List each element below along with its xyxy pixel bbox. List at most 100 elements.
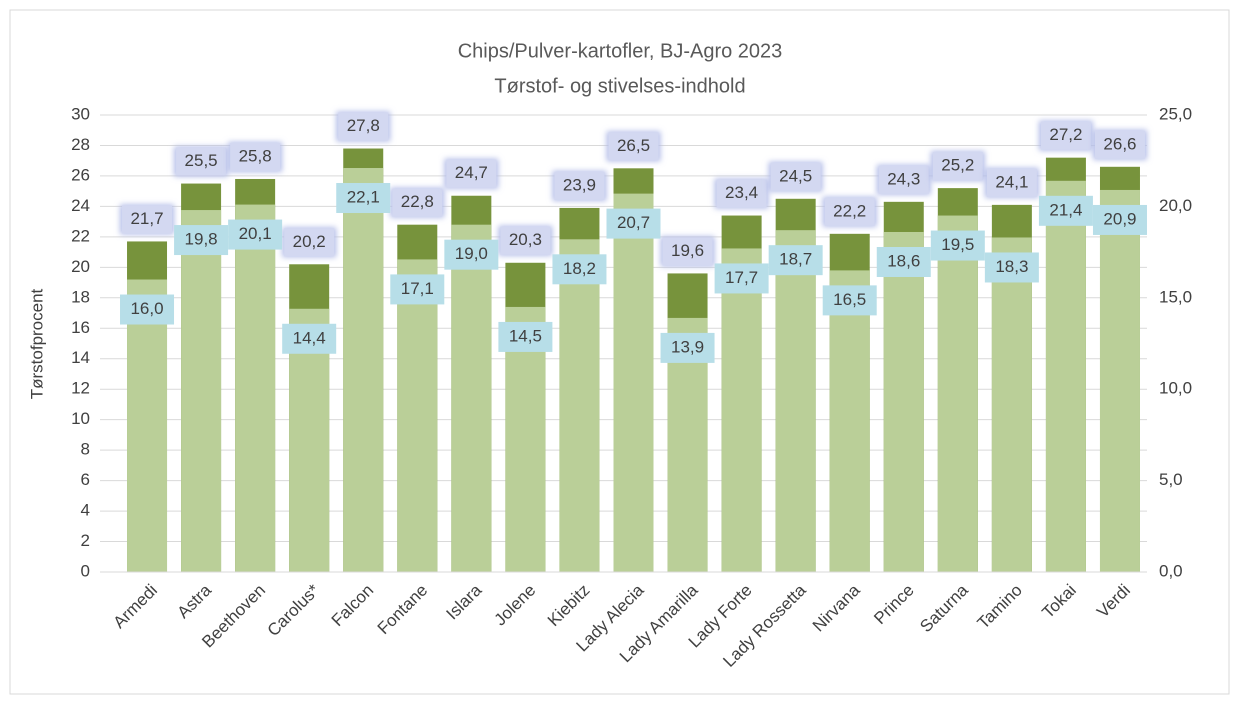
y2-tick-label: 20,0: [1159, 196, 1192, 215]
data-label: 22,2: [822, 196, 877, 227]
data-label-text: 18,6: [887, 251, 920, 270]
data-label: 23,4: [714, 178, 769, 209]
label-box: [176, 147, 227, 176]
bar: [775, 230, 816, 572]
data-label-text: 25,8: [239, 146, 272, 165]
label-box: [284, 228, 335, 257]
bar: [883, 231, 924, 572]
y-tick-label: 2: [81, 531, 90, 550]
data-label: 19,5: [930, 230, 985, 261]
data-label: 13,9: [660, 332, 715, 363]
label-box: [1038, 195, 1093, 226]
label-box: [662, 237, 713, 266]
data-label-text: 24,5: [779, 166, 812, 185]
data-label-text: 22,2: [833, 201, 866, 220]
data-label-text: 19,5: [941, 235, 974, 254]
y2-tick-label: 15,0: [1159, 287, 1192, 306]
label-box: [660, 332, 715, 363]
data-label: 14,4: [282, 323, 337, 354]
label-box: [552, 254, 607, 285]
data-label-text: 17,1: [401, 279, 434, 298]
data-label-text: 24,1: [995, 172, 1028, 191]
data-label-text: 25,5: [185, 151, 218, 170]
data-label: 25,5: [174, 146, 229, 177]
label-box: [446, 159, 497, 188]
label-box: [554, 171, 605, 200]
y-axis-title: Tørstofprocent: [27, 288, 46, 399]
data-label-text: 18,7: [779, 250, 812, 269]
bar: [559, 239, 600, 572]
y-tick-label: 8: [81, 440, 90, 459]
data-label-text: 26,5: [617, 136, 650, 155]
data-label-text: 16,0: [130, 299, 163, 318]
data-label-text: 14,5: [509, 326, 542, 345]
label-box: [608, 132, 659, 161]
label-box: [876, 246, 931, 277]
data-label: 20,9: [1092, 204, 1147, 235]
y2-tick-label: 25,0: [1159, 104, 1192, 123]
label-box: [120, 294, 175, 325]
data-label: 20,7: [606, 208, 661, 239]
data-label: 22,8: [390, 187, 445, 218]
data-label: 22,1: [336, 183, 391, 214]
data-label: 17,7: [714, 263, 769, 294]
y-tick-label: 24: [71, 196, 90, 215]
data-label: 19,6: [660, 236, 715, 267]
data-label-text: 24,7: [455, 163, 488, 182]
bar: [613, 193, 654, 572]
y-tick-label: 6: [81, 470, 90, 489]
data-label-text: 20,3: [509, 230, 542, 249]
data-label-text: 14,4: [293, 328, 326, 347]
y2-tick-label: 5,0: [1159, 470, 1183, 489]
y2-tick-label: 10,0: [1159, 379, 1192, 398]
chart-subtitle: Tørstof- og stivelses-indhold: [494, 75, 745, 97]
y-tick-label: 10: [71, 409, 90, 428]
data-label: 25,2: [930, 151, 985, 182]
data-label-text: 13,9: [671, 337, 704, 356]
bar: [343, 168, 384, 572]
y-tick-label: 12: [71, 379, 90, 398]
label-box: [282, 323, 337, 354]
bar: [829, 270, 870, 572]
data-label: 16,0: [120, 294, 175, 325]
data-label-text: 19,6: [671, 241, 704, 260]
label-box: [822, 285, 877, 316]
data-label: 21,7: [120, 204, 175, 235]
label-box: [336, 183, 391, 214]
data-label: 20,3: [498, 225, 553, 256]
label-box: [770, 162, 821, 191]
data-label: 19,0: [444, 239, 499, 270]
label-box: [1040, 121, 1091, 150]
data-label-text: 25,2: [941, 156, 974, 175]
data-label-text: 23,4: [725, 183, 758, 202]
y-tick-label: 14: [71, 348, 90, 367]
y-tick-label: 26: [71, 165, 90, 184]
bar: [181, 210, 222, 572]
data-label: 26,5: [606, 131, 661, 162]
data-label-text: 21,4: [1049, 200, 1082, 219]
bar: [397, 259, 438, 572]
data-label-text: 17,7: [725, 268, 758, 287]
bar: [937, 215, 978, 573]
bar: [451, 224, 492, 572]
data-label-text: 24,3: [887, 169, 920, 188]
data-label: 27,2: [1038, 120, 1093, 151]
label-box: [500, 226, 551, 255]
bar: [991, 237, 1032, 572]
y-tick-label: 18: [71, 287, 90, 306]
bar: [721, 248, 762, 572]
bar: [127, 279, 168, 572]
data-label-text: 20,1: [239, 224, 272, 243]
data-label-text: 16,5: [833, 290, 866, 309]
chart-title: Chips/Pulver-kartofler, BJ-Agro 2023: [458, 40, 783, 62]
data-label: 18,7: [768, 245, 823, 276]
label-box: [1092, 204, 1147, 235]
y-tick-label: 0: [81, 561, 90, 580]
data-label: 26,6: [1092, 129, 1147, 160]
data-label-text: 27,8: [347, 116, 380, 135]
data-label-text: 18,2: [563, 259, 596, 278]
label-box: [606, 208, 661, 239]
label-box: [768, 245, 823, 276]
y-tick-label: 22: [71, 226, 90, 245]
data-label: 27,8: [336, 111, 391, 142]
